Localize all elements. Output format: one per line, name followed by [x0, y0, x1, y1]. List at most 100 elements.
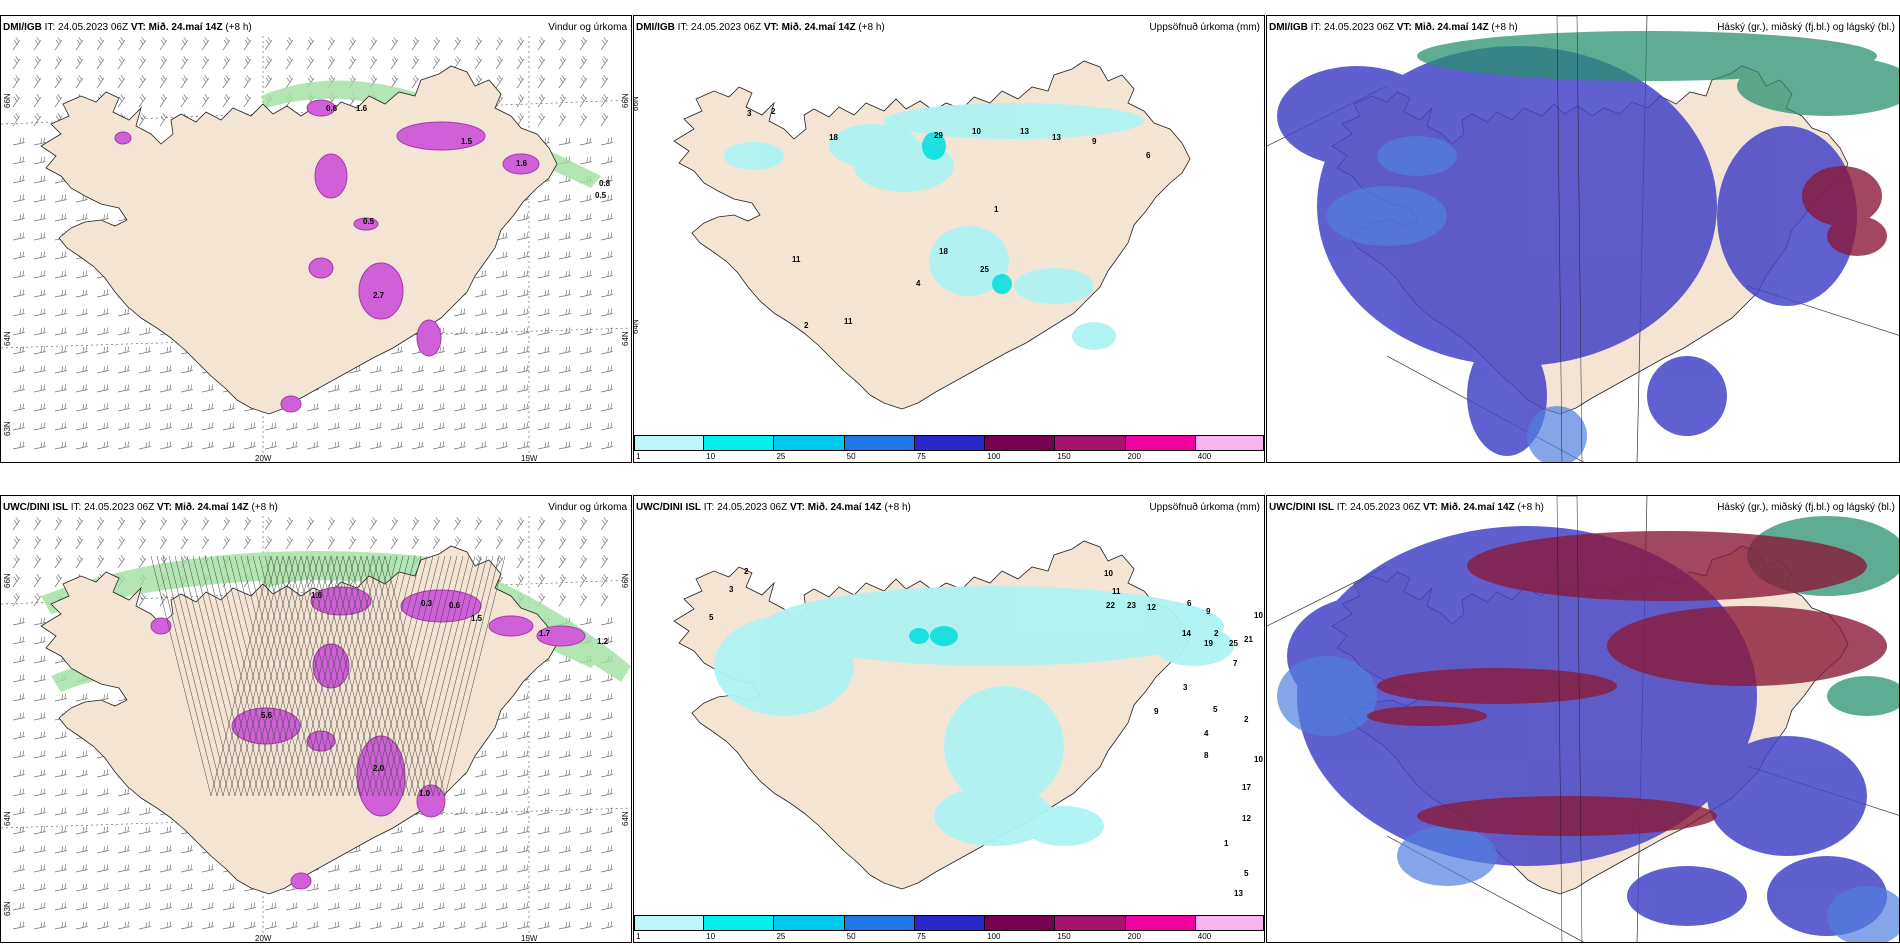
- wind-barb: [558, 251, 571, 260]
- wind-barb: [390, 921, 403, 930]
- hatch-line: [414, 555, 476, 797]
- wind-barb: [495, 289, 508, 298]
- wind-barb: [411, 845, 424, 854]
- wind-barb: [33, 113, 42, 127]
- wind-barb: [138, 113, 147, 127]
- wind-barb: [600, 346, 613, 355]
- wind-barb: [180, 75, 189, 89]
- wind-barb: [243, 56, 252, 70]
- wind-barb: [33, 517, 42, 531]
- wind-barb: [159, 826, 172, 835]
- lat-label-66n: 66N: [633, 96, 640, 111]
- wind-barb: [495, 327, 508, 336]
- accum-value-label: 18: [939, 247, 948, 256]
- wind-barb: [306, 441, 319, 450]
- wind-barb: [558, 807, 571, 816]
- colorbar-tick-label: 150: [1057, 452, 1071, 461]
- wind-barb: [117, 788, 130, 797]
- accum-core: [922, 132, 946, 160]
- wind-barb: [75, 37, 84, 51]
- wind-barb: [495, 517, 504, 531]
- wind-barb: [180, 422, 193, 431]
- wind-barb: [306, 902, 319, 911]
- accum-zone: [944, 686, 1064, 806]
- wind-barb: [474, 346, 487, 355]
- wind-barb: [537, 731, 550, 740]
- wind-barb: [117, 921, 130, 930]
- wind-barb: [453, 517, 462, 531]
- wind-barb: [96, 769, 109, 778]
- precip-value-label: 1.6: [516, 159, 528, 168]
- wind-barb: [12, 826, 25, 835]
- wind-barb: [201, 864, 214, 873]
- wind-barb: [75, 346, 88, 355]
- wind-barb: [432, 403, 445, 412]
- wind-barb: [432, 441, 445, 450]
- wind-barb: [12, 365, 25, 374]
- wind-barb: [33, 617, 46, 626]
- wind-barb: [180, 56, 189, 70]
- wind-barb: [54, 37, 63, 51]
- wind-barb: [600, 441, 613, 450]
- wind-barb: [96, 845, 109, 854]
- panel-title: Háský (gr.), miðský (fj.bl.) og lágský (…: [1717, 22, 1895, 33]
- wind-barb: [432, 422, 445, 431]
- accum-zone: [724, 142, 784, 170]
- wind-barb: [180, 37, 189, 51]
- wind-barb: [474, 536, 483, 550]
- wind-barb: [516, 441, 529, 450]
- wind-barb: [222, 536, 231, 550]
- wind-barb: [96, 921, 109, 930]
- wind-barb: [453, 845, 466, 854]
- wind-barb: [180, 536, 189, 550]
- wind-barb: [600, 56, 609, 70]
- precip-cell: [396, 121, 486, 151]
- wind-barb: [222, 883, 235, 892]
- wind-barb: [537, 693, 550, 702]
- overlap-cloud-area: [1802, 166, 1887, 256]
- wind-barb: [558, 693, 571, 702]
- wind-barb: [117, 56, 126, 70]
- accum-zone: [884, 103, 1144, 139]
- wind-barb: [579, 232, 592, 241]
- wind-barb: [180, 864, 193, 873]
- hatch-line: [168, 555, 230, 797]
- hatch-line: [360, 555, 422, 797]
- wind-barb: [537, 346, 550, 355]
- wind-barb: [537, 232, 550, 241]
- wind-barb: [537, 270, 550, 279]
- wind-barb: [516, 232, 529, 241]
- wind-barb: [33, 308, 46, 317]
- wind-barb: [96, 365, 109, 374]
- wind-barb: [558, 712, 571, 721]
- colorbar-segment: [985, 915, 1056, 931]
- colorbar-segment: [704, 435, 775, 451]
- accum-value-label: 5: [1213, 705, 1218, 714]
- wind-barb: [33, 441, 46, 450]
- wind-barb: [12, 921, 25, 930]
- wind-barb: [117, 327, 130, 336]
- wind-barb: [264, 56, 273, 70]
- wind-barb: [285, 536, 294, 550]
- wind-barb: [33, 845, 46, 854]
- hatch-line: [240, 555, 302, 797]
- hatch-line: [342, 555, 404, 797]
- wind-barb: [579, 807, 592, 816]
- wind-barb: [516, 422, 529, 431]
- wind-barb: [537, 308, 550, 317]
- accum-value-label: 10: [1254, 611, 1263, 620]
- cloud-blob: [1367, 706, 1487, 726]
- wind-barb: [243, 75, 252, 89]
- lat-label-64n: 64N: [3, 811, 12, 826]
- precip-value-label: 0.8: [599, 179, 611, 188]
- precip-value-label: 1.6: [311, 591, 323, 600]
- wind-barb: [243, 422, 256, 431]
- wind-barb: [411, 441, 424, 450]
- wind-barb: [54, 422, 67, 431]
- wind-barb: [600, 365, 613, 374]
- wind-barb: [537, 574, 546, 588]
- precip-value-label: 0.3: [421, 599, 433, 608]
- accum-value-label: 12: [1147, 603, 1156, 612]
- accum-value-label: 5: [1244, 869, 1249, 878]
- colorbar: 1 10 25 50 75 100 150 200 400: [634, 435, 1264, 462]
